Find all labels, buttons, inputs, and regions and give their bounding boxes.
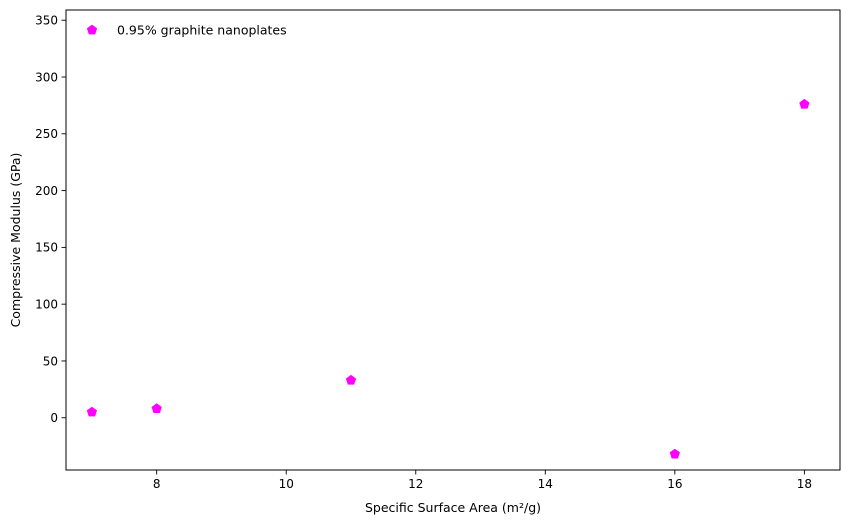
x-tick-label: 12 [408,477,423,491]
y-tick-label: 150 [35,241,58,255]
x-axis-label: Specific Surface Area (m²/g) [365,500,541,515]
data-point [151,403,162,414]
y-tick-label: 50 [43,354,58,368]
data-point [799,98,810,109]
plot-frame [65,9,841,471]
data-point [345,374,357,385]
data-point [86,406,98,417]
y-tick-label: 200 [35,184,58,198]
y-tick-label: 0 [50,411,58,425]
y-tick-label: 350 [35,14,58,28]
x-tick-label: 18 [797,477,812,491]
data-points [86,98,810,459]
y-tick-label: 100 [35,297,58,311]
data-point [669,448,680,459]
y-tick-label: 250 [35,127,58,141]
axes [65,9,841,471]
legend: 0.95% graphite nanoplates [86,22,287,37]
x-tick-label: 8 [153,477,161,491]
x-tick-label: 16 [667,477,682,491]
x-tick-label: 14 [538,477,553,491]
ticks: 8 10 12 14 16 18 0 50 100 150 200 250 300 350 [35,14,812,491]
legend-label: 0.95% graphite nanoplates [117,22,287,37]
y-axis-label: Compressive Modulus (GPa) [8,153,23,328]
x-tick-label: 10 [279,477,294,491]
y-tick-label: 300 [35,70,58,84]
legend-marker [86,24,98,35]
